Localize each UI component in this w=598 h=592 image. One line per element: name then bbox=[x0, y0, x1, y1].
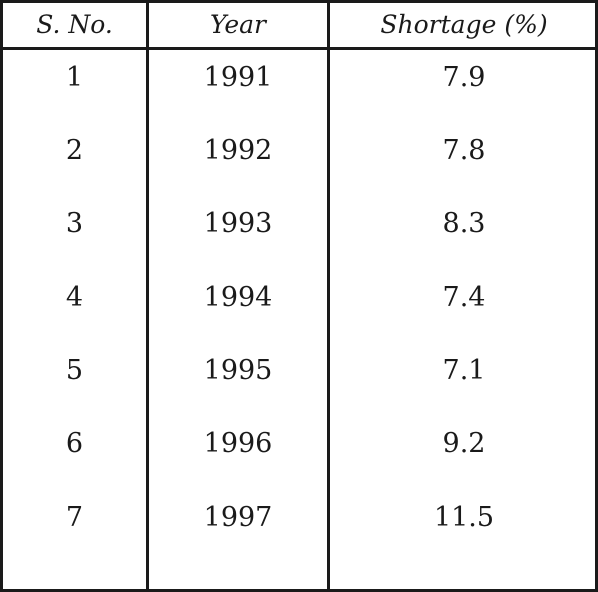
row-7-shortage: 11.5 bbox=[433, 502, 495, 533]
row-1-shortage: 7.9 bbox=[442, 62, 486, 93]
row-2-year: 1992 bbox=[203, 135, 273, 166]
row-6-serial: 6 bbox=[65, 428, 84, 459]
header-divider bbox=[3, 47, 595, 50]
header-serial-number: S. No. bbox=[36, 10, 113, 39]
row-3-year: 1993 bbox=[203, 208, 273, 239]
row-5-year: 1995 bbox=[203, 355, 273, 386]
row-4-shortage: 7.4 bbox=[442, 282, 486, 313]
row-5-serial: 5 bbox=[65, 355, 84, 386]
row-1-year: 1991 bbox=[203, 62, 273, 93]
header-year: Year bbox=[210, 10, 266, 39]
column-divider bbox=[327, 3, 330, 589]
row-6-shortage: 9.2 bbox=[442, 428, 486, 459]
row-4-year: 1994 bbox=[203, 282, 273, 313]
row-6-year: 1996 bbox=[203, 428, 273, 459]
row-3-shortage: 8.3 bbox=[442, 208, 486, 239]
row-5-shortage: 7.1 bbox=[442, 355, 486, 386]
row-2-shortage: 7.8 bbox=[442, 135, 486, 166]
row-3-serial: 3 bbox=[65, 208, 84, 239]
column-divider bbox=[146, 3, 149, 589]
row-2-serial: 2 bbox=[65, 135, 84, 166]
row-4-serial: 4 bbox=[65, 282, 84, 313]
header-shortage: Shortage (%) bbox=[380, 10, 548, 39]
row-7-serial: 7 bbox=[65, 502, 84, 533]
row-7-year: 1997 bbox=[203, 502, 273, 533]
row-1-serial: 1 bbox=[65, 62, 84, 93]
